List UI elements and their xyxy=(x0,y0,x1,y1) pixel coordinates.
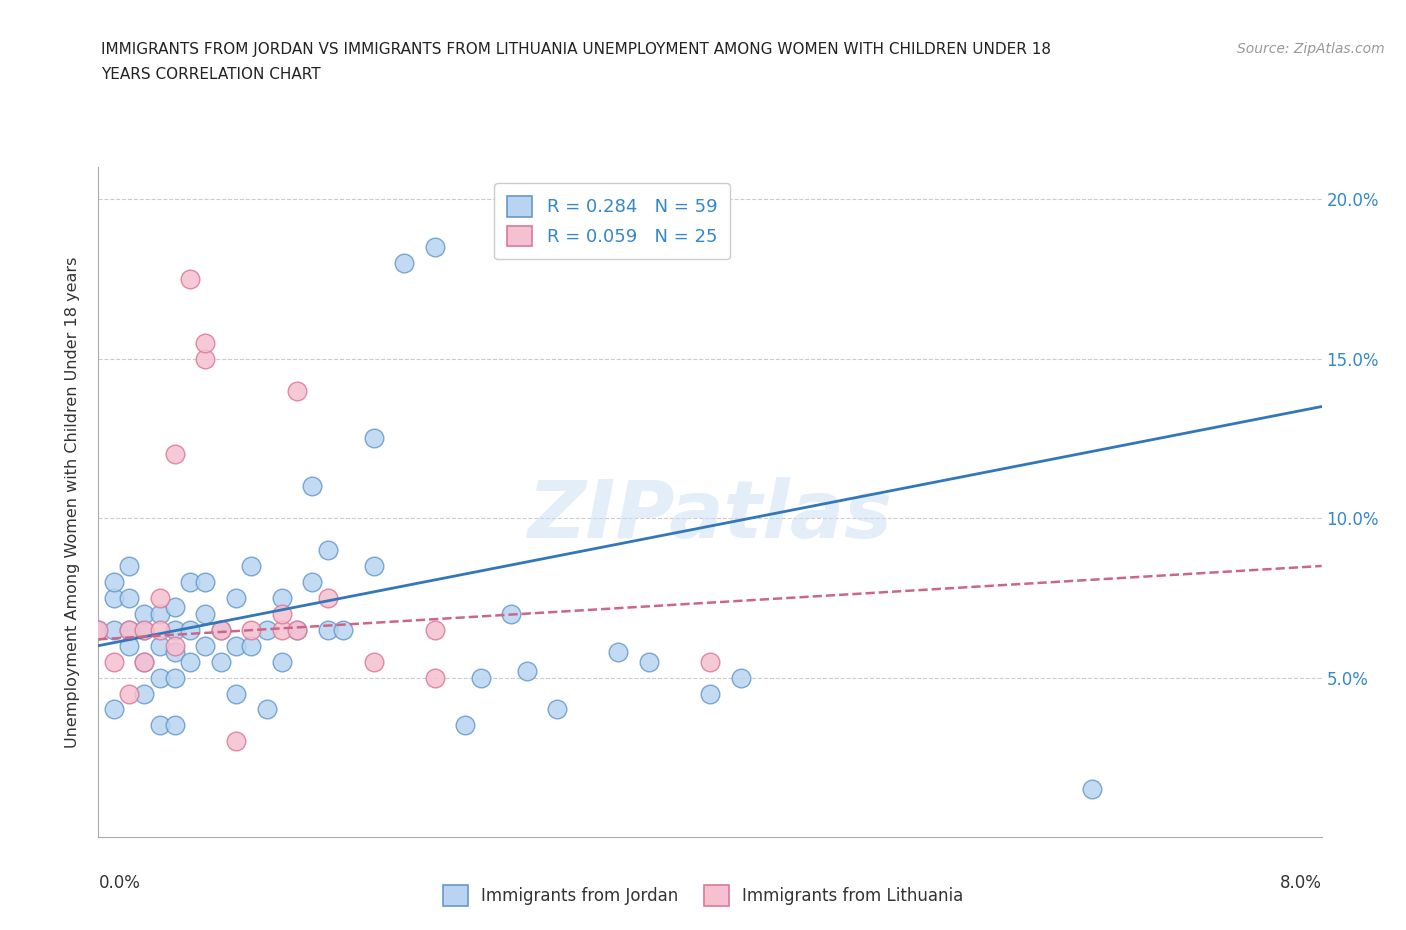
Point xyxy=(149,671,172,685)
Point xyxy=(179,575,201,590)
Point xyxy=(179,654,201,669)
Point xyxy=(470,671,492,685)
Legend: R = 0.284   N = 59, R = 0.059   N = 25: R = 0.284 N = 59, R = 0.059 N = 25 xyxy=(495,183,730,259)
Point xyxy=(699,654,721,669)
Point xyxy=(103,591,125,605)
Point xyxy=(637,654,661,669)
Point xyxy=(103,622,125,637)
Point xyxy=(87,622,110,637)
Point xyxy=(163,638,186,653)
Point xyxy=(270,606,294,621)
Point xyxy=(285,383,308,398)
Point xyxy=(332,622,354,637)
Point xyxy=(730,671,752,685)
Point xyxy=(240,559,263,574)
Point xyxy=(134,654,156,669)
Point xyxy=(285,622,308,637)
Point xyxy=(392,256,416,271)
Point xyxy=(256,622,278,637)
Point xyxy=(149,622,172,637)
Point xyxy=(149,591,172,605)
Y-axis label: Unemployment Among Women with Children Under 18 years: Unemployment Among Women with Children U… xyxy=(65,257,80,748)
Point xyxy=(118,622,141,637)
Point xyxy=(516,664,538,679)
Text: YEARS CORRELATION CHART: YEARS CORRELATION CHART xyxy=(101,67,321,82)
Point xyxy=(546,702,568,717)
Point xyxy=(209,622,232,637)
Point xyxy=(1081,782,1104,797)
Point xyxy=(699,686,721,701)
Point xyxy=(149,606,172,621)
Point xyxy=(149,638,172,653)
Point xyxy=(225,638,247,653)
Point xyxy=(118,559,141,574)
Point xyxy=(163,718,186,733)
Legend: Immigrants from Jordan, Immigrants from Lithuania: Immigrants from Jordan, Immigrants from … xyxy=(436,879,970,912)
Point xyxy=(179,272,201,286)
Point xyxy=(225,591,247,605)
Point xyxy=(301,575,323,590)
Point xyxy=(87,622,110,637)
Point xyxy=(118,591,141,605)
Point xyxy=(225,686,247,701)
Point xyxy=(103,702,125,717)
Point xyxy=(270,654,294,669)
Point xyxy=(225,734,247,749)
Point xyxy=(363,431,385,445)
Point xyxy=(423,622,446,637)
Point xyxy=(134,686,156,701)
Point xyxy=(179,622,201,637)
Point xyxy=(103,575,125,590)
Point xyxy=(149,718,172,733)
Point xyxy=(209,654,232,669)
Point xyxy=(607,644,630,659)
Point xyxy=(134,654,156,669)
Point xyxy=(454,718,477,733)
Text: ZIPatlas: ZIPatlas xyxy=(527,476,893,554)
Point xyxy=(256,702,278,717)
Point xyxy=(194,638,217,653)
Point xyxy=(194,575,217,590)
Point xyxy=(423,671,446,685)
Point xyxy=(316,542,339,557)
Point xyxy=(423,240,446,255)
Point xyxy=(363,559,385,574)
Point xyxy=(134,622,156,637)
Point xyxy=(134,622,156,637)
Point xyxy=(240,638,263,653)
Point xyxy=(270,591,294,605)
Text: 0.0%: 0.0% xyxy=(98,874,141,892)
Point xyxy=(163,447,186,462)
Point xyxy=(103,654,125,669)
Point xyxy=(134,606,156,621)
Point xyxy=(501,606,523,621)
Point xyxy=(118,622,141,637)
Point xyxy=(270,622,294,637)
Point xyxy=(209,622,232,637)
Point xyxy=(163,622,186,637)
Point xyxy=(316,591,339,605)
Point xyxy=(118,686,141,701)
Point xyxy=(194,352,217,366)
Point xyxy=(301,479,323,494)
Point xyxy=(163,671,186,685)
Point xyxy=(240,622,263,637)
Point xyxy=(194,336,217,351)
Point xyxy=(316,622,339,637)
Text: IMMIGRANTS FROM JORDAN VS IMMIGRANTS FROM LITHUANIA UNEMPLOYMENT AMONG WOMEN WIT: IMMIGRANTS FROM JORDAN VS IMMIGRANTS FRO… xyxy=(101,42,1052,57)
Point xyxy=(363,654,385,669)
Point xyxy=(163,644,186,659)
Text: Source: ZipAtlas.com: Source: ZipAtlas.com xyxy=(1237,42,1385,56)
Text: 8.0%: 8.0% xyxy=(1279,874,1322,892)
Point xyxy=(163,600,186,615)
Point xyxy=(285,622,308,637)
Point xyxy=(194,606,217,621)
Point xyxy=(118,638,141,653)
